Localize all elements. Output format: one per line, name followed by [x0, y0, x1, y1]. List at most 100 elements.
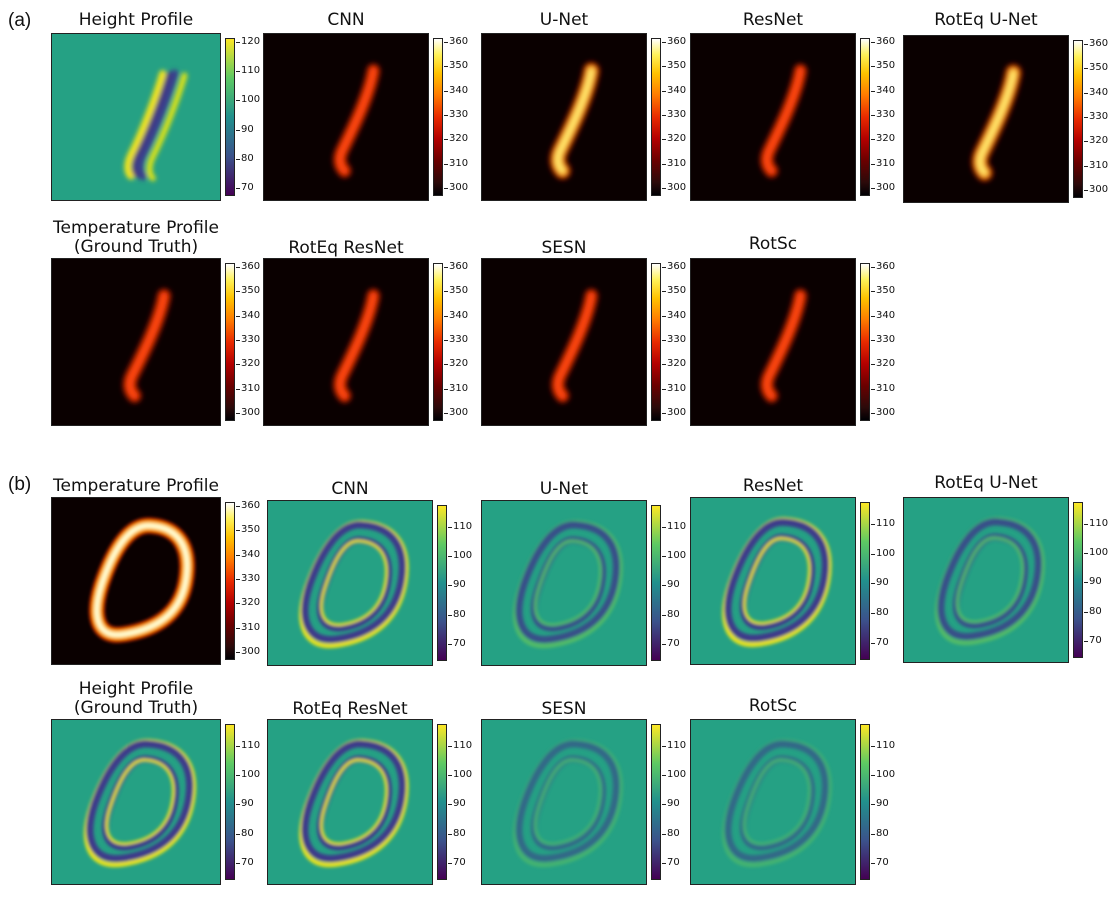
- panel-title: SESN: [444, 700, 684, 719]
- colorbar-tick-label: 350: [1083, 62, 1109, 74]
- colorbar-tick-label: 340: [443, 309, 469, 321]
- heatmap-image: [690, 33, 856, 201]
- colorbar-tick-label: 310: [870, 157, 896, 169]
- panel-title-line: Temperature Profile: [53, 476, 219, 496]
- colorbar-tick-label: 350: [235, 285, 261, 297]
- panel-title: RotSc: [653, 697, 893, 716]
- colorbar-tick-label: 100: [235, 94, 261, 106]
- colorbar-tick-label: 300: [235, 407, 261, 418]
- heatmap-image: [51, 719, 221, 885]
- colorbar-tick-label: 100: [870, 769, 896, 781]
- colorbar-tick-label: 320: [1083, 135, 1109, 147]
- colorbar-tick-label: 300: [235, 646, 261, 657]
- colorbar-tick-label: 340: [870, 84, 896, 96]
- colorbar-tick-label: 300: [870, 407, 896, 418]
- colorbar: [433, 263, 443, 421]
- colorbar-tick-label: 360: [661, 261, 687, 272]
- heatmap-image: [267, 500, 433, 666]
- heatmap-svg: [482, 259, 646, 425]
- colorbar: [860, 724, 870, 880]
- colorbar-tick-label: 340: [235, 548, 261, 560]
- colorbar-tick-label: 70: [662, 638, 680, 650]
- colorbar-tick-label: 90: [662, 579, 680, 591]
- panel-title: RotEq ResNet: [226, 239, 466, 258]
- heatmap-image: [481, 500, 647, 666]
- panel-title-line: U-Net: [539, 479, 589, 499]
- panel-title-line: RotSc: [748, 234, 798, 254]
- heatmap-image: [690, 497, 856, 665]
- heatmap-image: [263, 33, 429, 201]
- colorbar-tick-label: 340: [443, 84, 469, 96]
- heatmap-svg: [264, 259, 428, 425]
- colorbar-tick-label: 110: [235, 65, 261, 77]
- colorbar-tick-label: 350: [443, 285, 469, 297]
- colorbar-tick-label: 90: [236, 123, 254, 135]
- colorbar-tick-label: 320: [443, 358, 469, 370]
- colorbar: [651, 724, 661, 880]
- heatmap-svg: [482, 34, 646, 200]
- colorbar-tick-label: 80: [236, 827, 254, 839]
- heatmap-image: [267, 719, 433, 885]
- colorbar-tick-label: 100: [447, 769, 473, 781]
- colorbar-tick-label: 340: [870, 309, 896, 321]
- colorbar-tick-label: 330: [661, 109, 687, 120]
- panel-title: U-Net: [444, 480, 684, 499]
- heatmap-image: [263, 258, 429, 426]
- panel-title-line: SESN: [541, 238, 587, 258]
- colorbar-tick-label: 360: [235, 500, 261, 511]
- panel-title-line: CNN: [327, 10, 365, 30]
- colorbar-tick-label: 330: [1083, 111, 1109, 122]
- colorbar-tick-label: 70: [236, 857, 254, 869]
- colorbar-tick-label: 330: [443, 334, 469, 345]
- colorbar-tick-label: 340: [661, 84, 687, 96]
- colorbar-tick-label: 70: [448, 857, 466, 869]
- colorbar-tick-label: 330: [661, 334, 687, 345]
- colorbar-tick-label: 100: [447, 550, 473, 562]
- heatmap-svg: [691, 34, 855, 200]
- colorbar-tick-label: 110: [447, 739, 473, 751]
- colorbar: [860, 502, 870, 660]
- colorbar-tick-label: 80: [871, 607, 889, 619]
- heatmap-image: [51, 33, 221, 201]
- colorbar-tick-label: 330: [870, 334, 896, 345]
- panel-title-line: (Ground Truth): [73, 237, 199, 257]
- colorbar: [225, 263, 235, 421]
- colorbar-tick-label: 100: [661, 550, 687, 562]
- colorbar-tick-label: 70: [662, 857, 680, 869]
- colorbar-tick-label: 360: [870, 261, 896, 272]
- panel-title-line: Temperature Profile: [53, 218, 219, 238]
- heatmap-image: [903, 497, 1069, 663]
- panel-title-line: RotEq ResNet: [292, 699, 408, 719]
- colorbar-tick-label: 330: [235, 334, 261, 345]
- panel-title-line: ResNet: [742, 10, 804, 30]
- colorbar-tick-label: 340: [661, 309, 687, 321]
- panel-title: Height Profile (Ground Truth): [16, 680, 256, 718]
- heatmap-svg: [691, 720, 855, 884]
- panel-title: RotEq U-Net: [866, 474, 1106, 493]
- colorbar: [225, 502, 235, 660]
- colorbar: [860, 38, 870, 196]
- panel-title: U-Net: [444, 11, 684, 30]
- colorbar-tick-label: 340: [1083, 86, 1109, 98]
- colorbar-tick-label: 80: [448, 608, 466, 620]
- heatmap-svg: [264, 34, 428, 200]
- colorbar-tick-label: 360: [443, 261, 469, 272]
- colorbar-tick-label: 90: [236, 798, 254, 810]
- panel-title-line: Height Profile: [78, 10, 194, 30]
- heatmap-svg: [482, 720, 646, 884]
- colorbar: [1073, 40, 1083, 198]
- colorbar-tick-label: 90: [662, 798, 680, 810]
- heatmap-svg: [904, 498, 1068, 662]
- heatmap-svg: [268, 720, 432, 884]
- panel-title: CNN: [230, 480, 470, 499]
- colorbar-tick-label: 100: [235, 769, 261, 781]
- colorbar-tick-label: 90: [871, 577, 889, 589]
- heatmap-image: [51, 258, 221, 426]
- colorbar-tick-label: 100: [870, 547, 896, 559]
- panel-title-line: U-Net: [539, 10, 589, 30]
- panel-title-line: (Ground Truth): [73, 698, 199, 718]
- heatmap-svg: [691, 498, 855, 664]
- colorbar-tick-label: 90: [448, 579, 466, 591]
- heatmap-svg: [482, 501, 646, 665]
- colorbar-tick-label: 350: [870, 285, 896, 297]
